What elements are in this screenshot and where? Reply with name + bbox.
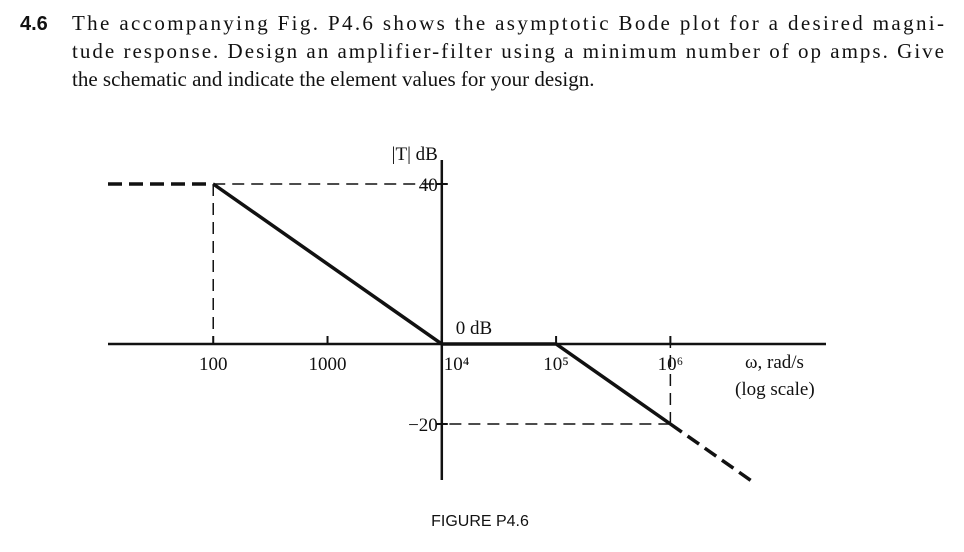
y-tick-label: −20 [408,415,438,436]
y-axis-label: |T| dB [392,144,438,165]
line-series [669,422,757,486]
problem-number: 4.6 [20,13,48,35]
figure-caption: FIGURE P4.6 [431,513,529,530]
x-axis-label: ω, rad/s [745,352,804,373]
x-tick-label: 100 [199,354,228,375]
line-series [212,182,672,426]
x-tick-label: 1000 [309,354,347,375]
x-tick-label: 10⁵ [543,354,569,375]
x-tick-label: 10⁴ [444,354,470,375]
x-axis-note: (log scale) [735,379,815,400]
problem-text: The accompanying Fig. P4.6 shows the asy… [72,11,944,35]
annotation: 0 dB [456,318,492,339]
problem-text: the schematic and indicate the element v… [72,67,594,91]
y-tick-label: 40 [419,175,438,196]
problem-text: tude response. Design an amplifier-filte… [72,39,944,63]
